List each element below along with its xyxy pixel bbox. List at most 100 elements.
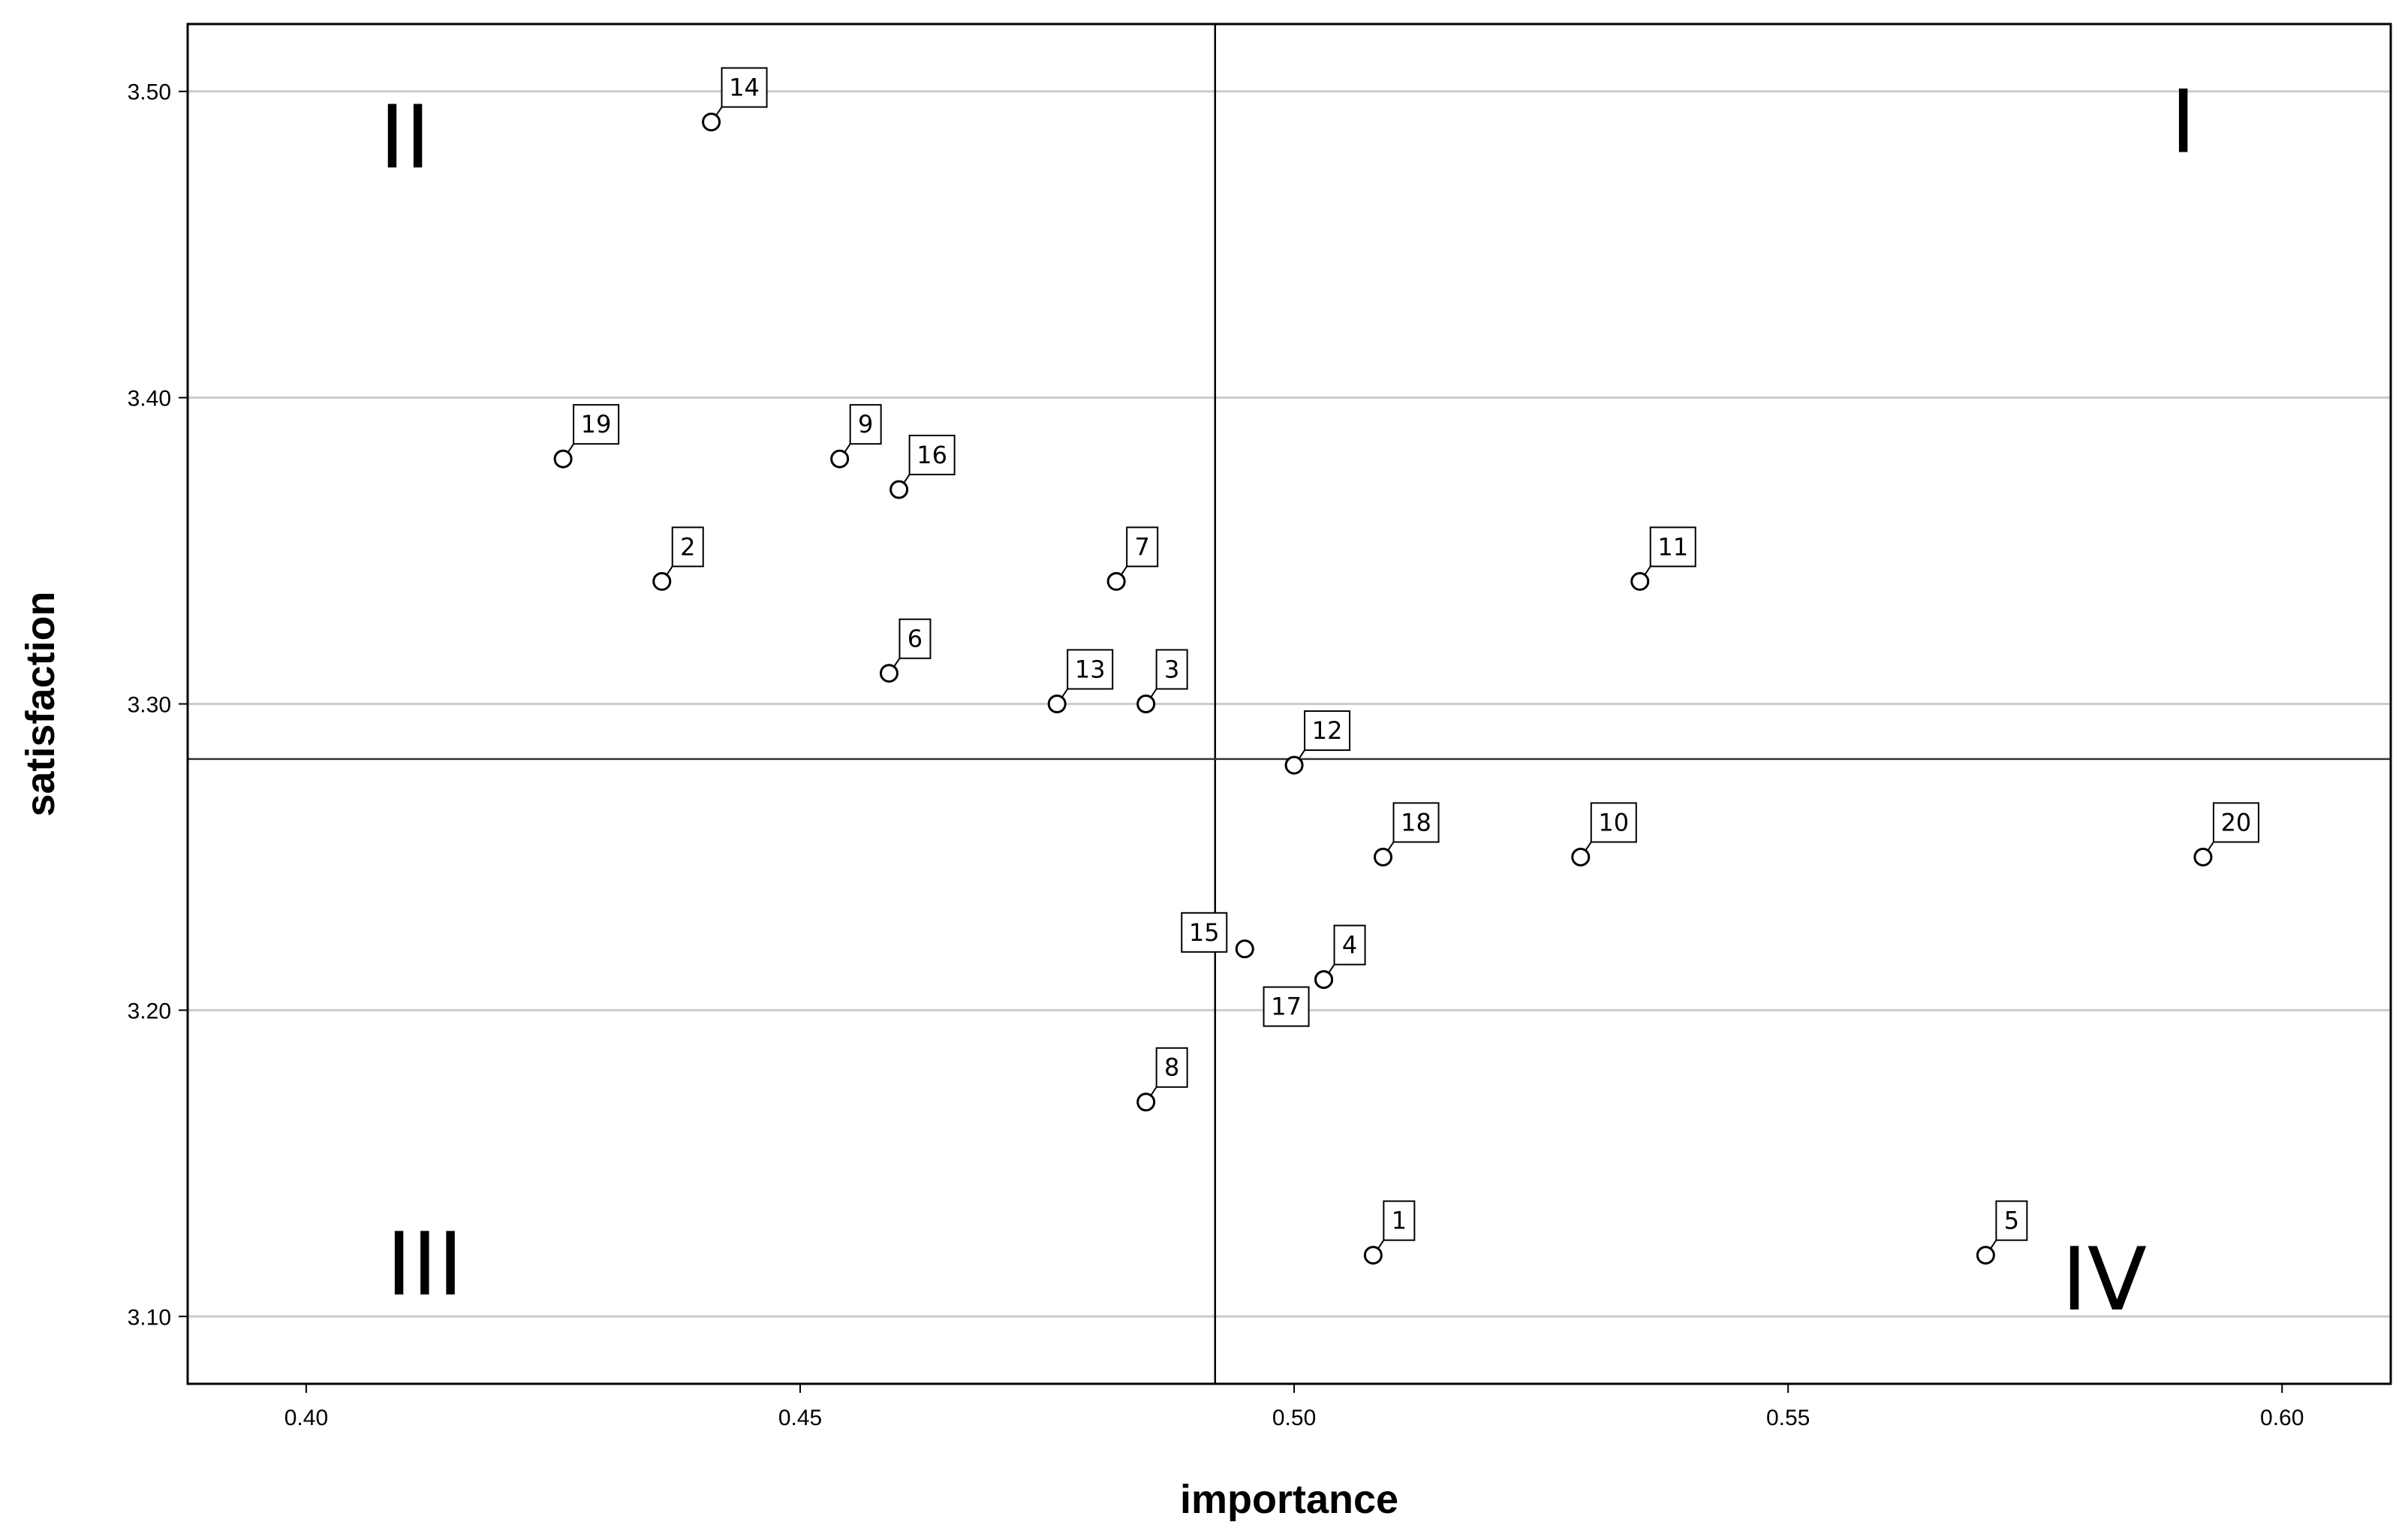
- y-axis-title: satisfaction: [18, 591, 63, 816]
- label-leader-line: [1298, 749, 1305, 760]
- point-label-box: [1383, 1200, 1416, 1241]
- label-leader-line: [1386, 841, 1395, 851]
- quadrant-label: IV: [2062, 1229, 2148, 1331]
- point-marker: [1284, 755, 1304, 775]
- y-tick-label: 3.10: [128, 1305, 171, 1330]
- point-marker: [1630, 571, 1650, 591]
- point-label: 19: [581, 410, 612, 438]
- data-point: 2: [652, 526, 704, 591]
- point-marker: [1314, 970, 1334, 990]
- y-tick-label: 3.20: [128, 999, 171, 1023]
- point-marker: [889, 480, 909, 499]
- point-marker: [1106, 571, 1126, 591]
- point-label-box: [1155, 649, 1188, 690]
- point-label: 15: [1189, 918, 1220, 947]
- data-point: 15: [1181, 912, 1254, 959]
- x-tick-label: 0.45: [778, 1406, 822, 1430]
- label-leader-line: [1989, 1240, 1997, 1250]
- point-label-box: [573, 404, 620, 445]
- point-label-box: [1126, 526, 1159, 568]
- point-marker: [1047, 695, 1067, 713]
- point-label: 20: [2221, 808, 2252, 836]
- point-label-box: [671, 526, 704, 568]
- point-label: 4: [1342, 931, 1357, 960]
- label-leader-line: [1061, 688, 1069, 699]
- point-marker: [1136, 1092, 1156, 1112]
- data-point: 17: [1263, 970, 1334, 1027]
- point-label: 2: [680, 532, 695, 561]
- data-point: 5: [1976, 1200, 2028, 1265]
- y-axis-ticks: 3.10 3.20 3.30 3.40 3.50: [128, 80, 188, 1330]
- data-point: 1: [1363, 1200, 1416, 1265]
- data-point: 12: [1284, 710, 1351, 775]
- y-tick-label: 3.50: [128, 80, 171, 105]
- point-label-box: [908, 434, 956, 475]
- label-leader-line: [1584, 841, 1592, 851]
- point-marker: [2193, 847, 2213, 866]
- point-label-box: [1649, 526, 1696, 568]
- point-label-box: [1304, 710, 1351, 752]
- x-axis-ticks: 0.40 0.45 0.50 0.55 0.60: [284, 1384, 2304, 1430]
- point-marker: [1571, 847, 1591, 866]
- data-point: 20: [2193, 802, 2259, 866]
- label-leader-line: [902, 474, 911, 484]
- point-label-box: [1067, 649, 1114, 690]
- point-label: 9: [858, 410, 873, 438]
- point-label: 16: [917, 441, 947, 469]
- label-leader-line: [1377, 1240, 1385, 1250]
- quadrant-label: III: [387, 1214, 464, 1315]
- label-leader-line: [665, 565, 673, 576]
- point-marker: [1976, 1246, 1995, 1265]
- point-label: 14: [729, 74, 760, 102]
- point-label: 12: [1312, 716, 1343, 745]
- point-label: 17: [1271, 993, 1302, 1021]
- label-leader-line: [567, 443, 574, 454]
- point-label: 6: [908, 625, 923, 653]
- data-point: 6: [879, 618, 932, 683]
- y-tick-label: 3.30: [128, 693, 171, 718]
- x-tick-label: 0.60: [2260, 1406, 2304, 1430]
- data-point: 9: [830, 404, 882, 469]
- point-label-box: [1181, 912, 1228, 953]
- point-label: 8: [1164, 1053, 1179, 1082]
- label-leader-line: [1149, 1086, 1157, 1097]
- point-label-box: [898, 618, 932, 659]
- data-point: 13: [1047, 649, 1114, 713]
- data-point: 3: [1136, 649, 1188, 713]
- y-tick-label: 3.40: [128, 387, 171, 411]
- point-marker: [1363, 1246, 1383, 1265]
- quadrant-label: I: [2171, 71, 2196, 173]
- point-label: 7: [1134, 532, 1149, 561]
- data-point: 10: [1571, 802, 1637, 866]
- data-point: 11: [1630, 526, 1696, 591]
- label-leader-line: [892, 658, 901, 668]
- label-leader-line: [715, 106, 723, 117]
- x-tick-label: 0.55: [1766, 1406, 1810, 1430]
- data-point: 16: [889, 434, 956, 499]
- data-point: 14: [702, 67, 768, 132]
- point-label-box: [1392, 802, 1440, 843]
- x-tick-label: 0.40: [284, 1406, 328, 1430]
- point-label-box: [721, 67, 768, 108]
- x-tick-label: 0.50: [1272, 1406, 1316, 1430]
- label-leader-line: [1120, 565, 1128, 576]
- point-marker: [879, 664, 898, 683]
- point-label-box: [1333, 924, 1366, 966]
- gridlines: [188, 90, 2391, 1318]
- point-label: 10: [1598, 808, 1629, 836]
- point-marker: [1136, 695, 1156, 713]
- point-label-box: [2212, 802, 2259, 843]
- data-point: 8: [1136, 1047, 1188, 1112]
- point-label: 18: [1401, 808, 1431, 836]
- point-label: 3: [1164, 655, 1179, 684]
- point-label: 11: [1657, 532, 1688, 561]
- point-marker: [553, 449, 573, 469]
- point-marker: [702, 113, 721, 132]
- point-label: 5: [2004, 1207, 2019, 1235]
- point-marker: [1374, 847, 1393, 866]
- data-point: 18: [1374, 802, 1440, 866]
- quadrant-label: II: [379, 87, 430, 188]
- point-marker: [830, 449, 850, 469]
